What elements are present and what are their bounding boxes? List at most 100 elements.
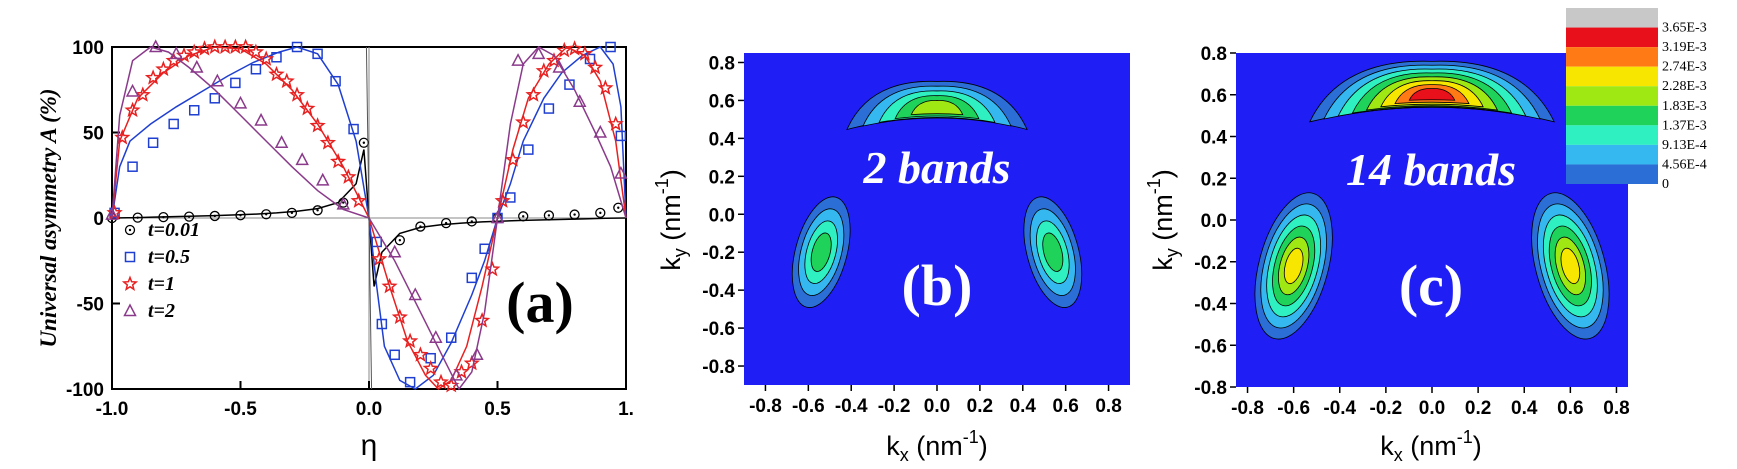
data-point-star (525, 86, 542, 102)
data-point-dot (265, 213, 268, 216)
colorbar-swatch (1566, 86, 1658, 106)
data-point-star (155, 60, 172, 77)
x-tick-label: -0.4 (835, 396, 868, 417)
series-t=0.5 (109, 41, 627, 390)
series-line (111, 46, 627, 391)
x-tick-label: 0.2 (1465, 398, 1491, 419)
x-tick-label: -0.4 (1323, 398, 1356, 419)
colorbar-swatch (1566, 66, 1658, 87)
data-point-star (432, 373, 450, 390)
panel-a-line-chart: -1.0 -0.5 0.0 0.5 1. 100 50 0 -50 -100 Universal … (36, 38, 634, 462)
contour-level (1283, 247, 1304, 285)
contour-blob (846, 81, 1028, 131)
data-point-circle (209, 210, 220, 222)
data-point-star (134, 86, 151, 102)
data-point-triangle (169, 46, 183, 60)
y-tick-label: 0.8 (1201, 44, 1227, 65)
data-point-star (484, 260, 501, 277)
data-point-star (340, 168, 357, 184)
data-point-square (147, 137, 159, 149)
x-tick-label: -0.8 (749, 396, 782, 417)
data-point-dot (239, 214, 242, 217)
data-point-star (391, 308, 408, 325)
colorbar-swatch (1566, 164, 1658, 184)
data-point-dot (599, 211, 602, 215)
series-t=2 (105, 39, 628, 391)
x-tick-label: 0.6 (1052, 396, 1078, 417)
data-point-triangle (614, 165, 628, 179)
colorbar-label: 3.19E-3 (1662, 40, 1707, 55)
data-point-circle (132, 212, 143, 223)
y-tick-label: 0.2 (1201, 169, 1227, 190)
data-point-square (371, 236, 382, 248)
panel-a-series (105, 38, 628, 393)
data-point-square (605, 41, 616, 53)
data-point-dot (162, 215, 165, 219)
data-point-star (576, 45, 594, 61)
data-point-triangle (470, 347, 484, 361)
data-point-star (278, 72, 295, 89)
legend-label: t=1 (148, 273, 175, 295)
colorbar-swatch (1566, 47, 1658, 67)
data-point-star (422, 359, 439, 376)
contour-level (1408, 88, 1456, 101)
data-point-dot (290, 211, 294, 215)
data-point-star (556, 41, 573, 58)
y-tick-label: 0.6 (1201, 86, 1227, 107)
colorbar-label: 2.28E-3 (1662, 79, 1707, 94)
data-point-star (144, 69, 162, 85)
colorbar-label: 1.83E-3 (1662, 99, 1707, 114)
x-tick-label: 0.0 (924, 396, 950, 417)
data-point-circle (286, 207, 298, 219)
data-point-triangle (105, 206, 119, 220)
panel-c-contours (1254, 60, 1610, 340)
data-point-dot (617, 206, 620, 209)
data-point-square (479, 243, 490, 255)
contour-level (1042, 232, 1064, 272)
data-point-triangle (429, 330, 443, 343)
data-point-triangle (148, 39, 163, 53)
data-point-circle (312, 205, 323, 216)
data-point-triangle (125, 83, 140, 97)
panel-b-heatmap: -0.8 -0.6 -0.4 -0.2 0.0 0.2 0.4 0.6 0.8 0.8 0.6 0.4… (652, 53, 1130, 465)
data-point-triangle (210, 73, 225, 87)
data-point-star (186, 43, 203, 60)
y-tick-label: -0.4 (702, 281, 735, 302)
data-point-star (106, 204, 123, 220)
data-point-star (288, 86, 306, 102)
data-point-square (127, 161, 138, 172)
data-point-dot (342, 201, 345, 204)
y-tick-label: -0.8 (702, 357, 735, 378)
x-tick-label: -0.5 (224, 399, 257, 420)
data-point-square (124, 251, 136, 263)
data-point-circle (183, 211, 195, 222)
data-point-triangle (233, 95, 248, 109)
data-point-triangle (552, 59, 566, 73)
data-point-dot (573, 213, 576, 216)
y-tick-label: -0.6 (1194, 336, 1227, 357)
data-point-star (237, 38, 254, 55)
data-point-square (404, 376, 416, 388)
y-tick-label: -100 (66, 380, 104, 401)
data-point-circle (518, 211, 529, 222)
data-point-star (535, 62, 552, 78)
data-point-circle (158, 211, 169, 223)
y-tick-label: 0.0 (1201, 211, 1227, 232)
data-point-star (597, 79, 614, 96)
data-point-square (543, 103, 555, 114)
panel-b-label: (b) (902, 253, 973, 318)
data-point-dot (213, 214, 216, 218)
data-point-square (188, 105, 200, 116)
x-tick-label: 0.0 (1419, 398, 1445, 419)
data-point-star (309, 117, 326, 133)
panel-a-label: (a) (506, 270, 574, 335)
data-point-star (299, 100, 316, 116)
data-point-star (463, 354, 480, 371)
data-point-dot (522, 215, 525, 218)
data-point-star (494, 192, 511, 208)
data-point-triangle (123, 303, 137, 317)
data-point-circle (235, 210, 246, 221)
x-tick-label: 0.4 (1511, 398, 1538, 419)
contour-level (1560, 247, 1581, 285)
